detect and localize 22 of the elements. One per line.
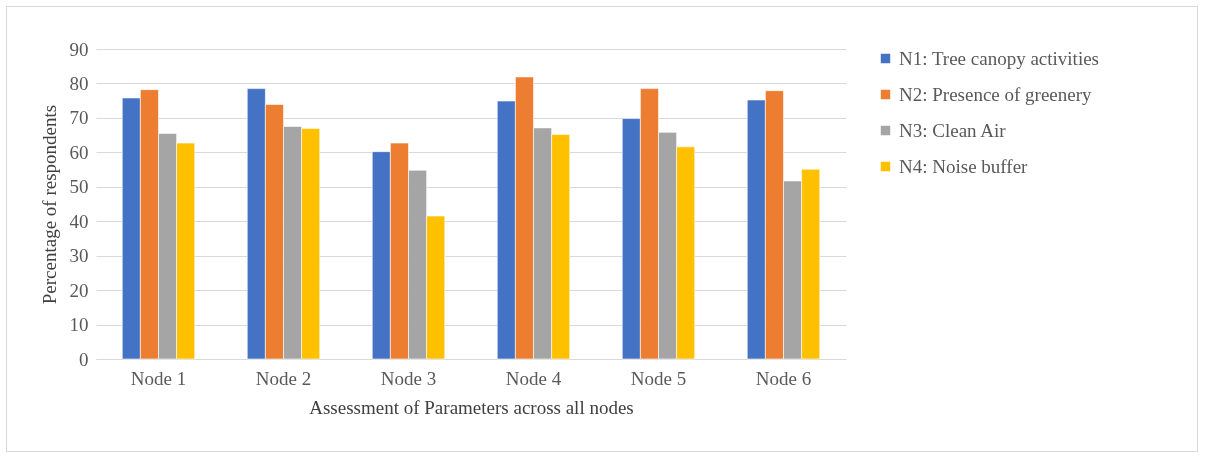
x-tick-label: Node 6 (755, 367, 812, 389)
legend-label: N3: Clean Air (899, 119, 1007, 141)
legend-label: N4: Noise buffer (899, 155, 1029, 177)
y-axis-title: Percentage of respondents (38, 104, 60, 305)
y-tick-label: 20 (69, 279, 89, 301)
x-tick-label: Node 3 (380, 367, 437, 389)
x-tick-label: Node 2 (255, 367, 312, 389)
y-tick-label: 30 (69, 245, 89, 267)
x-axis-title: Assessment of Parameters across all nodes (309, 396, 634, 418)
x-tick-label: Node 1 (130, 367, 187, 389)
x-tick-label: Node 5 (630, 367, 687, 389)
y-tick-label: 50 (69, 176, 89, 198)
y-tick-label: 0 (79, 348, 89, 370)
y-tick-label: 10 (69, 314, 89, 336)
legend-label: N2: Presence of greenery (899, 83, 1093, 105)
x-tick-label: Node 4 (505, 367, 562, 389)
y-tick-label: 90 (69, 38, 89, 60)
y-tick-label: 60 (69, 141, 89, 163)
y-tick-label: 40 (69, 210, 89, 232)
y-tick-label: 70 (69, 107, 89, 129)
y-tick-label: 80 (69, 72, 89, 94)
legend-label: N1: Tree canopy activities (899, 47, 1099, 69)
